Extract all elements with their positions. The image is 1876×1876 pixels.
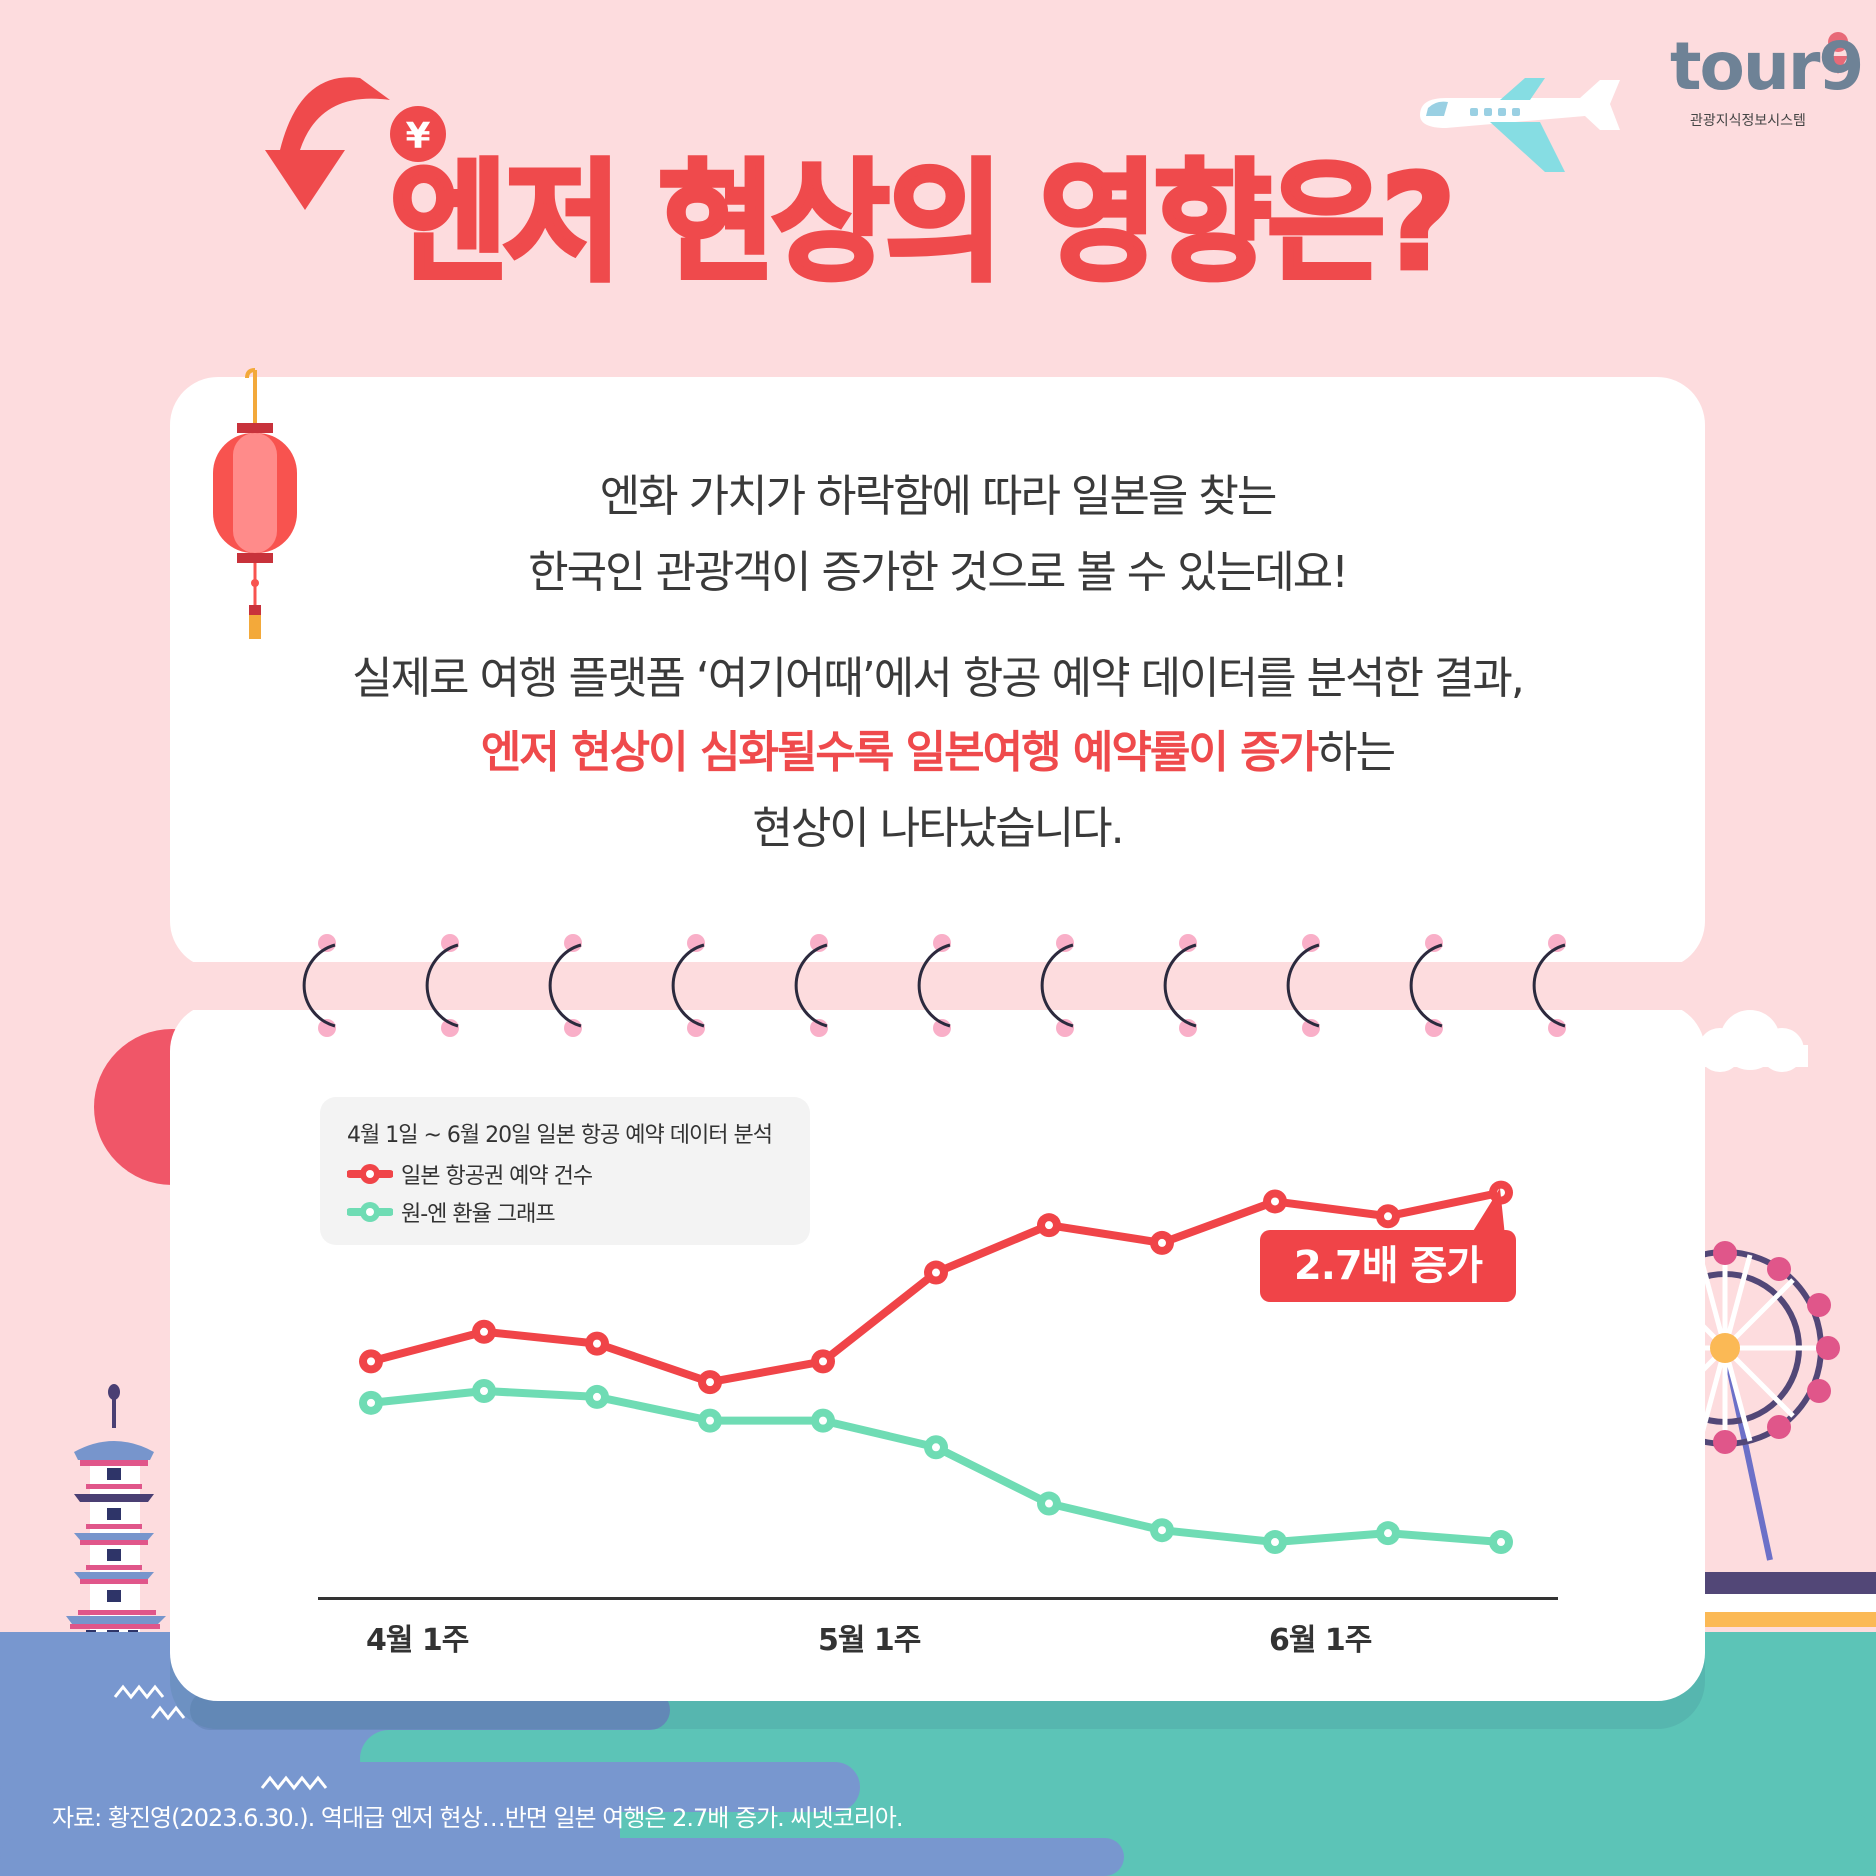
chart-legend xyxy=(320,1097,810,1245)
intro-line-5: 현상이 나타났습니다. xyxy=(752,803,1124,854)
ferris-wheel-icon xyxy=(1626,1241,1840,1561)
teal-line-marker-icon xyxy=(347,1202,393,1222)
page-title: 엔저 현상의 영향은? xyxy=(387,147,1457,300)
wave-icon xyxy=(113,1684,328,1791)
pagoda-icon xyxy=(66,1384,166,1640)
red-line-marker-icon xyxy=(347,1164,393,1184)
x-tick-june: 6월 1주 xyxy=(1269,1623,1372,1658)
highlight-text: 엔저 현상이 심화될수록 일본여행 예약률이 증가 xyxy=(480,727,1319,778)
svg-text:¥: ¥ xyxy=(405,116,430,157)
series-line xyxy=(370,1387,1502,1547)
intro-line-1: 엔화 가치가 하락함에 따라 일본을 찾는 xyxy=(599,471,1278,522)
intro-line-4-rest: 하는 xyxy=(1317,727,1396,778)
lantern-icon xyxy=(213,368,297,639)
logo: tour9 xyxy=(1670,28,1864,105)
intro-line-4: 엔저 현상이 심화될수록 일본여행 예약률이 증가하는 xyxy=(170,716,1705,780)
x-tick-april: 4월 1주 xyxy=(366,1623,469,1658)
intro-line-2: 한국인 관광객이 증가한 것으로 볼 수 있는데요! xyxy=(528,547,1349,598)
cloud-icon xyxy=(1690,1010,1808,1072)
binder-rings xyxy=(302,934,1566,1037)
increase-callout: 2.7배 증가 xyxy=(1260,1230,1516,1302)
airplane-icon xyxy=(1420,78,1620,172)
legend-item-exchange-rate: 원-엔 환율 그래프 xyxy=(347,1196,556,1228)
intro-line-3: 실제로 여행 플랫폼 ‘여기어때’에서 항공 예약 데이터를 분석한 결과, xyxy=(352,653,1525,704)
legend-title: 4월 1일 ~ 6월 20일 일본 항공 예약 데이터 분석 xyxy=(347,1123,773,1148)
intro-card xyxy=(170,377,1705,969)
callout-pointer xyxy=(1470,1188,1505,1236)
yen-down-arrow-icon: ¥ xyxy=(265,77,446,210)
x-axis-line xyxy=(318,1597,1558,1600)
logo-subtitle: 관광지식정보시스템 xyxy=(1690,113,1806,129)
source-citation: 자료: 황진영(2023.6.30.). 역대급 엔저 현상…반면 일본 여행은… xyxy=(52,1804,903,1832)
location-pin-icon xyxy=(1828,32,1849,74)
x-tick-may: 5월 1주 xyxy=(818,1623,921,1658)
legend-item-bookings: 일본 항공권 예약 건수 xyxy=(347,1158,593,1190)
